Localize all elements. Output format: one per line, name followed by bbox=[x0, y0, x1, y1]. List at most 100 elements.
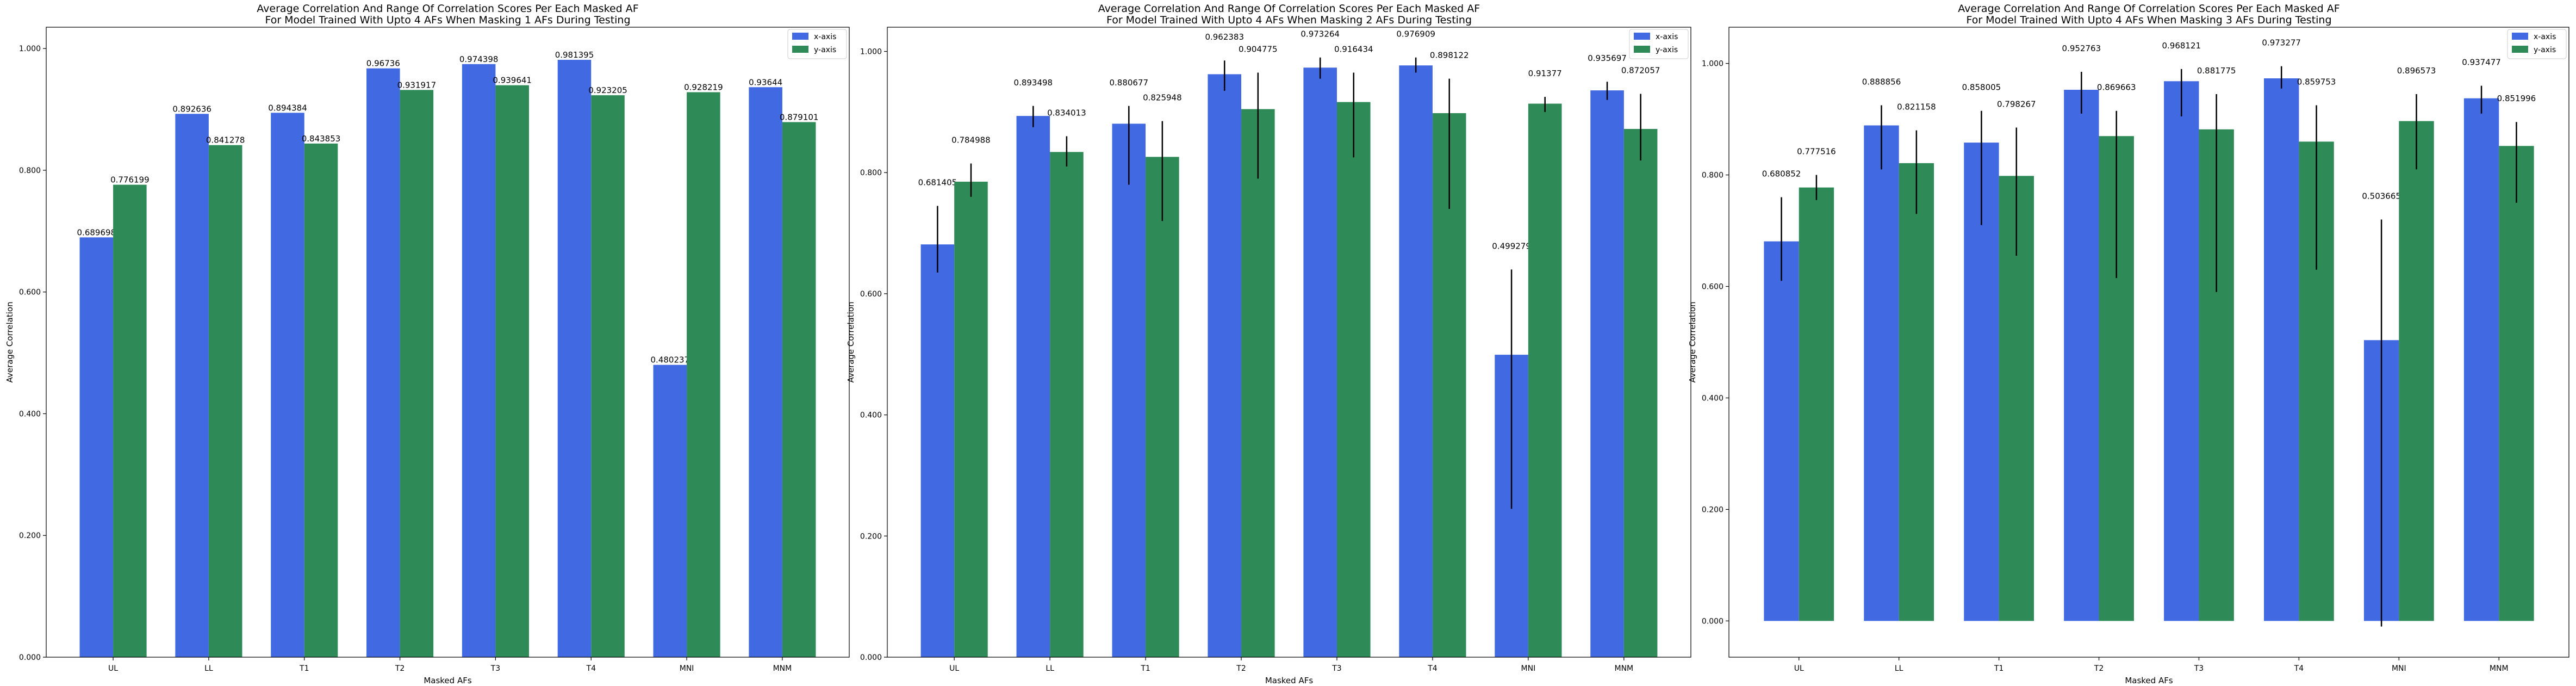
bar-y-axis-T1 bbox=[304, 143, 338, 657]
x-tick-label: T1 bbox=[1994, 664, 2003, 673]
data-label-x-axis-UL: 0.680852 bbox=[1762, 169, 1801, 179]
x-tick-label: T4 bbox=[2294, 664, 2304, 673]
x-axis-label: Masked AFs bbox=[1265, 676, 1314, 685]
data-label-y-axis-T2: 0.869663 bbox=[2097, 83, 2136, 92]
legend: x-axis y-axis bbox=[787, 29, 847, 59]
x-tick-label: UL bbox=[108, 664, 118, 673]
chart-title-line-2: For Model Trained With Upto 4 AFs When M… bbox=[1106, 14, 1472, 26]
data-label-y-axis-T3: 0.881775 bbox=[2197, 66, 2236, 76]
axes-frame bbox=[887, 27, 1691, 658]
data-label-x-axis-UL: 0.681405 bbox=[918, 177, 957, 187]
data-label-x-axis-MNI: 0.503665 bbox=[2362, 191, 2401, 201]
legend-label-x-axis: x-axis bbox=[1656, 33, 1678, 41]
data-label-x-axis-T2: 0.952763 bbox=[2062, 44, 2101, 53]
data-label-y-axis-MNI: 0.896573 bbox=[2397, 66, 2436, 76]
chart-title-line-2: For Model Trained With Upto 4 AFs When M… bbox=[1966, 14, 2331, 26]
x-tick-label: LL bbox=[204, 664, 213, 673]
y-tick-label: 0.000 bbox=[19, 653, 41, 662]
x-axis-label: Masked AFs bbox=[2125, 676, 2173, 685]
x-tick-label: T3 bbox=[1331, 664, 1341, 673]
chart-title-line-2: For Model Trained With Upto 4 AFs When M… bbox=[265, 14, 630, 26]
x-tick-label: UL bbox=[1794, 664, 1804, 673]
legend-label-y-axis: y-axis bbox=[814, 46, 836, 54]
data-label-x-axis-T1: 0.858005 bbox=[1962, 83, 2001, 92]
data-label-y-axis-T2: 0.931917 bbox=[397, 80, 437, 90]
data-label-x-axis-MNI: 0.480237 bbox=[651, 355, 690, 365]
legend-swatch-x-axis bbox=[792, 33, 808, 40]
bar-x-axis-LL bbox=[1864, 125, 1899, 621]
data-label-x-axis-T3: 0.974398 bbox=[459, 54, 499, 64]
legend: x-axis y-axis bbox=[1629, 29, 1689, 59]
bar-x-axis-MNM bbox=[1590, 90, 1624, 658]
legend-swatch-y-axis bbox=[1634, 46, 1650, 53]
data-label-x-axis-UL: 0.689698 bbox=[77, 227, 116, 237]
data-label-y-axis-T2: 0.904775 bbox=[1239, 45, 1278, 54]
bar-y-axis-MNM bbox=[2499, 146, 2534, 621]
data-label-x-axis-MNM: 0.935697 bbox=[1588, 53, 1627, 63]
data-label-y-axis-MNI: 0.928219 bbox=[684, 82, 723, 92]
data-label-y-axis-LL: 0.821158 bbox=[1897, 102, 1936, 112]
x-tick-label: MNI bbox=[680, 664, 694, 673]
x-tick-label: MNI bbox=[1521, 664, 1536, 673]
bar-x-axis-T4 bbox=[2264, 78, 2299, 621]
y-axis-label: Average Correlation bbox=[1688, 301, 1697, 382]
y-tick-label: 0.000 bbox=[1702, 617, 1723, 626]
data-label-y-axis-MNM: 0.879101 bbox=[780, 112, 819, 122]
data-label-y-axis-MNI: 0.91377 bbox=[1528, 69, 1562, 78]
y-tick-label: 0.400 bbox=[19, 410, 41, 418]
bar-x-axis-T3 bbox=[2164, 81, 2199, 621]
bar-x-axis-UL bbox=[79, 237, 114, 657]
legend-label-y-axis: y-axis bbox=[1656, 46, 1678, 54]
data-label-y-axis-MNM: 0.872057 bbox=[1621, 65, 1660, 75]
axes-frame bbox=[46, 27, 850, 658]
y-tick-label: 0.400 bbox=[860, 411, 882, 420]
bar-x-axis-MNM bbox=[2463, 98, 2499, 621]
data-label-y-axis-T4: 0.859753 bbox=[2297, 77, 2336, 86]
data-label-x-axis-MNM: 0.937477 bbox=[2462, 58, 2501, 67]
data-label-x-axis-T4: 0.981395 bbox=[555, 50, 594, 60]
data-label-x-axis-T1: 0.880677 bbox=[1109, 78, 1148, 88]
bar-x-axis-MNM bbox=[749, 87, 782, 657]
bar-y-axis-LL bbox=[1899, 163, 1934, 621]
y-tick-label: 0.800 bbox=[860, 169, 882, 177]
bar-y-axis-T2 bbox=[400, 90, 434, 657]
data-label-x-axis-T3: 0.968121 bbox=[2162, 41, 2201, 51]
bar-y-axis-T3 bbox=[495, 85, 529, 657]
bar-y-axis-MNI bbox=[1528, 103, 1562, 657]
x-tick-label: UL bbox=[949, 664, 959, 673]
data-label-x-axis-LL: 0.893498 bbox=[1014, 78, 1053, 88]
bar-x-axis-UL bbox=[920, 244, 955, 657]
chart-panel-1: Average Correlation And Range Of Correla… bbox=[5, 3, 850, 685]
bar-y-axis-MNI bbox=[687, 92, 720, 657]
data-label-x-axis-LL: 0.892636 bbox=[172, 104, 211, 114]
bar-x-axis-T3 bbox=[462, 64, 496, 658]
bar-y-axis-MNI bbox=[2399, 121, 2434, 621]
x-axis-label: Masked AFs bbox=[424, 676, 472, 685]
chart-panel-2: Average Correlation And Range Of Correla… bbox=[846, 3, 1691, 685]
y-tick-label: 0.000 bbox=[860, 653, 882, 662]
x-tick-label: MNI bbox=[2392, 664, 2406, 673]
legend-label-y-axis: y-axis bbox=[2534, 46, 2556, 54]
legend-swatch-x-axis bbox=[1634, 33, 1650, 40]
y-tick-label: 0.200 bbox=[1702, 505, 1723, 514]
bar-x-axis-LL bbox=[1016, 116, 1050, 658]
data-label-x-axis-T4: 0.973277 bbox=[2262, 38, 2301, 48]
legend-swatch-y-axis bbox=[2512, 46, 2528, 53]
x-tick-label: MNM bbox=[773, 664, 792, 673]
bar-x-axis-MNI bbox=[653, 364, 687, 657]
bar-y-axis-MNM bbox=[1623, 128, 1658, 658]
axes-frame bbox=[1728, 27, 2569, 658]
x-tick-label: MNM bbox=[1615, 664, 1634, 673]
bar-x-axis-T4 bbox=[1399, 65, 1433, 658]
y-tick-label: 0.600 bbox=[860, 290, 882, 299]
data-label-y-axis-UL: 0.776199 bbox=[110, 175, 150, 185]
y-tick-label: 0.800 bbox=[19, 166, 41, 175]
chart-panel-3: Average Correlation And Range Of Correla… bbox=[1688, 3, 2569, 685]
data-label-x-axis-T2: 0.96736 bbox=[366, 59, 400, 69]
data-label-y-axis-LL: 0.834013 bbox=[1047, 108, 1086, 118]
x-tick-label: MNM bbox=[2490, 664, 2509, 673]
y-tick-label: 0.400 bbox=[1702, 394, 1723, 403]
data-label-x-axis-T1: 0.894384 bbox=[268, 103, 307, 113]
data-label-y-axis-MNM: 0.851996 bbox=[2497, 94, 2536, 103]
y-axis-label: Average Correlation bbox=[5, 301, 15, 382]
